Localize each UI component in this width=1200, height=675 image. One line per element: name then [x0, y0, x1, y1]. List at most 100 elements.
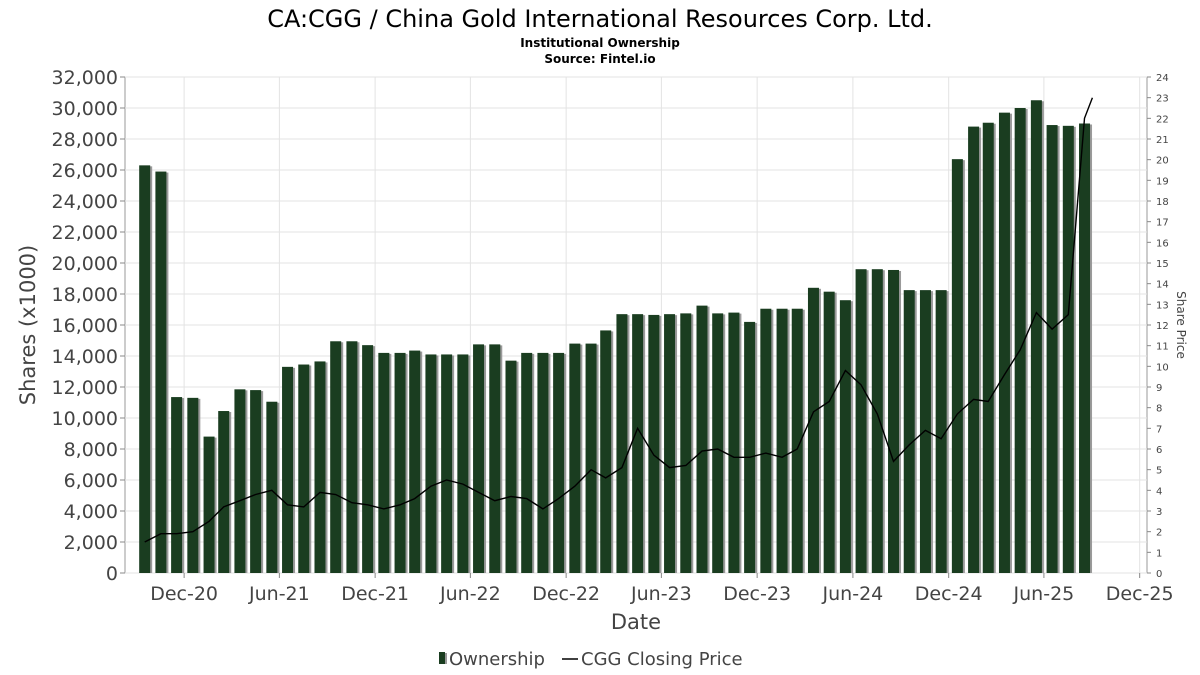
ownership-bar: [632, 314, 644, 573]
ownership-bar: [425, 354, 437, 573]
legend-price-label: CGG Closing Price: [581, 649, 743, 670]
legend-ownership-label: Ownership: [449, 649, 545, 670]
ownership-bar: [855, 269, 867, 573]
ownership-bar: [553, 352, 565, 573]
y2-tick-label: 8: [1156, 404, 1162, 415]
y2-tick-label: 14: [1156, 280, 1169, 291]
y2-tick-label: 16: [1156, 238, 1169, 249]
y-tick-label: 14,000: [52, 346, 118, 368]
x-tick-label: Jun-21: [248, 583, 310, 605]
x-tick-label: Jun-24: [822, 583, 884, 605]
y2-tick-label: 2: [1156, 528, 1162, 539]
ownership-bar: [569, 343, 581, 573]
y2-tick-label: 23: [1156, 94, 1169, 105]
y-tick-label: 8,000: [64, 439, 118, 461]
y2-tick-label: 0: [1156, 569, 1162, 580]
ownership-bar: [330, 341, 342, 573]
y-tick-label: 16,000: [52, 315, 118, 337]
ownership-bar: [807, 287, 819, 573]
y2-tick-label: 5: [1156, 466, 1162, 477]
ownership-bar: [171, 397, 183, 573]
y2-tick-label: 21: [1156, 135, 1169, 146]
ownership-bar: [664, 314, 676, 573]
ownership-bar: [1062, 125, 1074, 573]
y2-tick-label: 17: [1156, 218, 1169, 229]
ownership-bar: [394, 352, 406, 573]
y-axis-title: Shares (x1000): [16, 245, 40, 405]
y-tick-label: 24,000: [52, 191, 118, 213]
y2-tick-label: 11: [1156, 342, 1169, 353]
ownership-bar: [203, 436, 215, 573]
y-tick-label: 18,000: [52, 284, 118, 306]
chart-source: Source: Fintel.io: [544, 52, 655, 66]
ownership-bar: [314, 361, 326, 573]
price-line: [144, 97, 1094, 543]
y2-tick-label: 7: [1156, 424, 1162, 435]
y2-tick-label: 9: [1156, 383, 1162, 394]
ownership-bar: [823, 291, 835, 573]
ownership-bar: [282, 366, 294, 573]
ownership-bar: [871, 269, 883, 573]
ownership-bar: [696, 305, 708, 573]
ownership-bar: [1046, 125, 1058, 574]
chart-subtitle: Institutional Ownership: [520, 36, 680, 50]
ownership-bar: [489, 344, 501, 573]
y2-tick-label: 1: [1156, 548, 1162, 559]
ownership-bar: [744, 321, 756, 573]
y2-tick-label: 22: [1156, 114, 1169, 125]
ownership-bar: [616, 314, 628, 573]
ownership-bar: [457, 354, 469, 573]
ownership-bar: [378, 352, 390, 573]
y2-tick-label: 13: [1156, 300, 1169, 311]
legend-ownership-swatch: [439, 652, 445, 664]
x-tick-label: Dec-24: [915, 583, 983, 605]
ownership-bar: [935, 290, 947, 573]
x-tick-label: Jun-22: [439, 583, 501, 605]
x-tick-label: Dec-25: [1106, 583, 1174, 605]
y2-tick-label: 20: [1156, 156, 1169, 167]
ownership-bar: [155, 171, 167, 574]
ownership-bar: [712, 313, 724, 573]
y-tick-label: 30,000: [52, 98, 118, 120]
x-axis-title: Date: [611, 610, 661, 634]
ownership-bar: [600, 330, 612, 573]
x-tick-label: Dec-23: [723, 583, 791, 605]
y-tick-label: 26,000: [52, 160, 118, 182]
ownership-bar: [1030, 100, 1042, 573]
y-tick-label: 2,000: [64, 532, 118, 554]
x-tick-label: Dec-20: [150, 583, 218, 605]
y2-tick-label: 15: [1156, 259, 1169, 270]
x-axis: Dec-20 Jun-21 Dec-21 Jun-22 Dec-22 Jun-23 Dec-…: [150, 573, 1174, 605]
ownership-bar: [521, 352, 533, 573]
y-tick-label: 0: [106, 563, 118, 585]
x-tick-label: Jun-23: [630, 583, 692, 605]
ownership-bar: [346, 341, 358, 573]
ownership-bars: [139, 100, 1093, 574]
x-tick-label: Dec-22: [532, 583, 600, 605]
ownership-bar: [409, 350, 421, 573]
ownership-bar: [266, 401, 278, 573]
y2-tick-label: 3: [1156, 507, 1162, 518]
y2-tick-label: 18: [1156, 197, 1169, 208]
y2-tick-label: 19: [1156, 176, 1169, 187]
ownership-bar: [982, 122, 994, 573]
ownership-bar: [1079, 123, 1091, 573]
ownership-bar: [728, 312, 740, 573]
ownership-bar: [776, 308, 788, 573]
y-tick-label: 32,000: [52, 67, 118, 89]
ownership-bar: [218, 411, 230, 573]
ownership-bar: [298, 364, 310, 573]
y-tick-label: 28,000: [52, 129, 118, 151]
y2-tick-label: 4: [1156, 486, 1162, 497]
ownership-bar: [919, 290, 931, 573]
legend-ownership-swatch-shadow: [445, 653, 447, 664]
ownership-bar: [505, 360, 517, 573]
ownership-bar: [903, 290, 915, 573]
ownership-bar: [839, 300, 851, 573]
x-tick-label: Dec-21: [341, 583, 409, 605]
x-tick-label: Jun-25: [1013, 583, 1075, 605]
ownership-bar: [951, 159, 963, 573]
y-tick-label: 22,000: [52, 222, 118, 244]
y2-tick-label: 10: [1156, 362, 1169, 373]
